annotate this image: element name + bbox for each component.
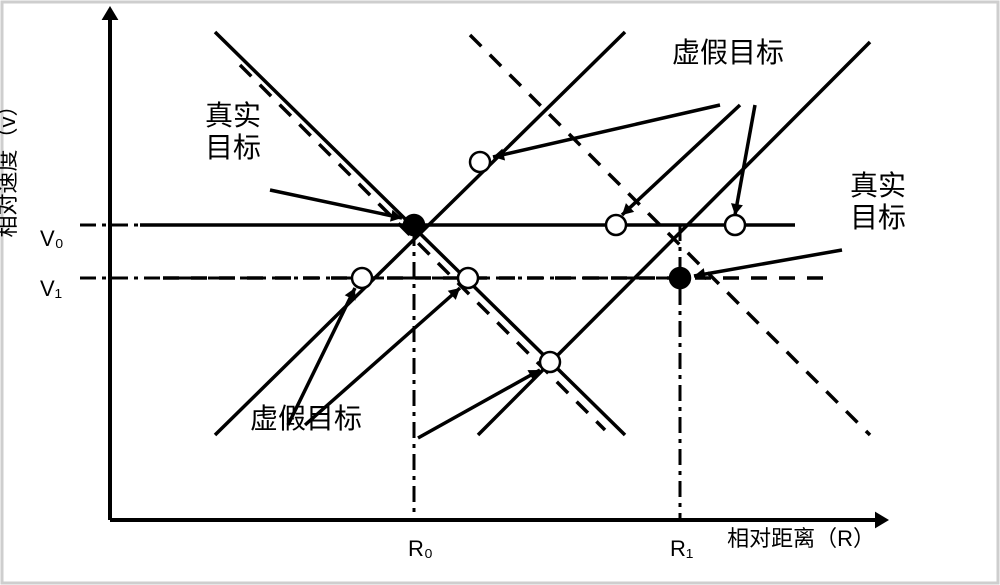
- axis-arrowhead: [102, 6, 119, 20]
- false-target-marker: [352, 268, 372, 288]
- label-text: R₀: [408, 536, 433, 561]
- dash-down2: [240, 65, 605, 430]
- false-target-marker: [458, 268, 478, 288]
- real-target-marker: [670, 268, 690, 288]
- label-text: 目标: [205, 132, 261, 163]
- label-text: 真实: [205, 100, 261, 131]
- label-text: 目标: [850, 202, 906, 233]
- false-top-right-arrow: [493, 105, 720, 157]
- label-text: V₁: [40, 276, 62, 301]
- frame: [2, 2, 998, 583]
- false-target-marker: [725, 215, 745, 235]
- axis-arrowhead: [875, 512, 889, 529]
- label-text: 相对距离（R）: [727, 526, 875, 551]
- label-text: R₁: [670, 536, 693, 561]
- label-text: 真实: [850, 170, 906, 201]
- label-text: 虚假目标: [250, 403, 362, 434]
- false-target-marker: [470, 152, 490, 172]
- real-right-arrow: [694, 250, 842, 276]
- diagram-container: 相对距离（R）相对速度（v）R₀R₁V₀V₁虚假目标真实目标真实目标虚假目标: [0, 0, 1000, 585]
- false-bottom-arrow: [418, 370, 540, 438]
- label-text: V₀: [40, 226, 64, 251]
- false-target-marker: [606, 215, 626, 235]
- real-target-marker: [404, 215, 424, 235]
- label-text: 虚假目标: [672, 37, 784, 68]
- false-top-right-arrow: [622, 105, 740, 215]
- y-axis-label: 相对速度（v）: [0, 94, 20, 237]
- diagram-svg: 相对距离（R）相对速度（v）R₀R₁V₀V₁虚假目标真实目标真实目标虚假目标: [0, 0, 1000, 585]
- false-target-marker: [540, 352, 560, 372]
